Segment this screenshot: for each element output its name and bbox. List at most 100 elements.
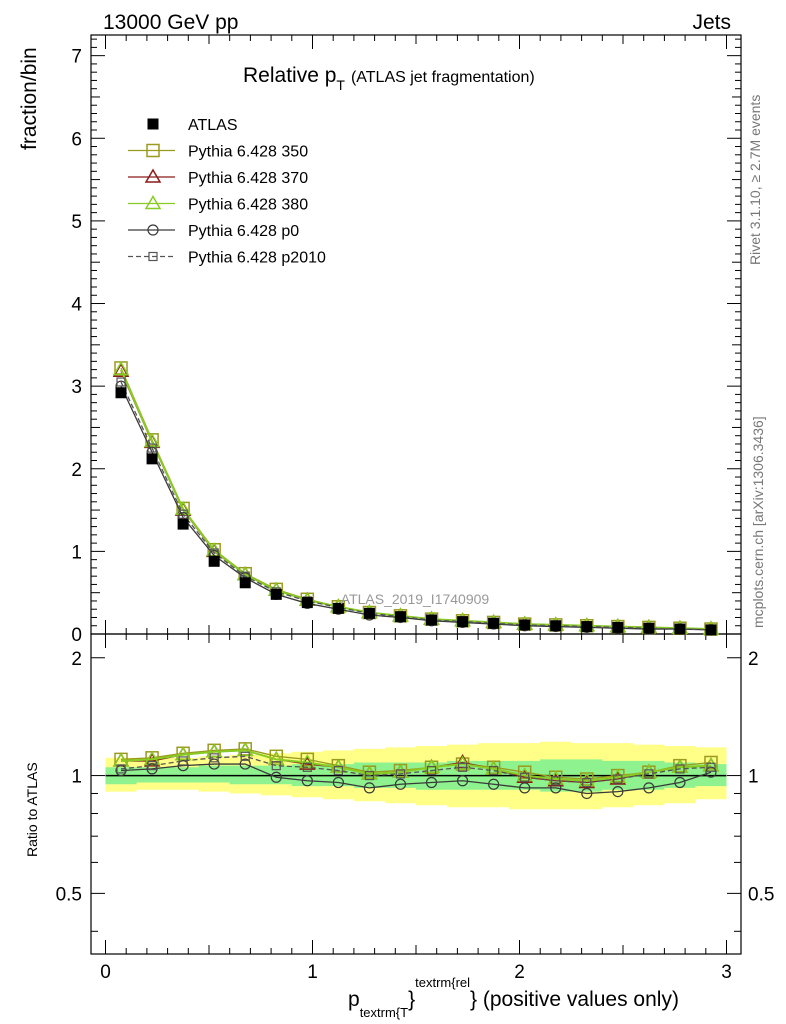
ratio-series-point xyxy=(394,778,407,790)
y-axis-label-ratio: Ratio to ATLAS xyxy=(24,762,40,857)
tick-labels: 0 1 2 3 0 1 2 3 4 5 6 7 0.5 0.5 1 1 2 2 xyxy=(56,47,775,983)
atlas-data-point xyxy=(239,577,251,589)
ratio-series-point xyxy=(146,763,158,775)
ratio-series-point xyxy=(364,770,375,781)
legend-entry: Pythia 6.428 p0 xyxy=(128,223,299,240)
ratio-series-point xyxy=(644,769,654,779)
ratio-series-point xyxy=(300,752,315,767)
ratio-series-point xyxy=(395,769,406,779)
ratio-y-tick-label: 1 xyxy=(71,767,82,788)
ratio-series-point xyxy=(489,765,499,776)
y-tick-label: 3 xyxy=(71,377,82,398)
analysis-watermark: ATLAS_2019_I1740909 xyxy=(341,591,490,607)
ratio-series-point xyxy=(705,766,717,778)
x-axis-label: ptextrm{T}textrm{rel} (positive values o… xyxy=(348,975,679,1020)
atlas-data-point xyxy=(301,597,313,609)
atlas-data-point xyxy=(674,623,686,635)
main-series-point xyxy=(147,443,157,453)
ratio-series-point xyxy=(675,764,685,774)
ratio-series-point xyxy=(205,743,223,758)
title-sub: T xyxy=(336,77,345,93)
x-tick-label: 1 xyxy=(307,962,318,983)
legend-label: ATLAS xyxy=(188,117,238,134)
atlas-data-point xyxy=(705,624,717,636)
ratio-series-point xyxy=(456,775,469,787)
main-series-point xyxy=(112,362,130,378)
legend-marker xyxy=(147,118,159,130)
legend-label: Pythia 6.428 350 xyxy=(188,144,308,161)
ratio-y-tick-label-right: 0.5 xyxy=(748,884,774,905)
ratio-series-point xyxy=(174,746,192,761)
ratio-series-point xyxy=(240,751,250,761)
ratio-series-point xyxy=(519,782,531,794)
atlas-data-point xyxy=(550,620,562,632)
title-paren: (ATLAS jet fragmentation) xyxy=(351,69,535,86)
legend-label: Pythia 6.428 p0 xyxy=(188,223,299,240)
ratio-y-tick-label: 0.5 xyxy=(56,884,82,905)
ratio-series-point xyxy=(178,756,188,766)
legend-label: Pythia 6.428 p2010 xyxy=(188,250,326,267)
atlas-data-points xyxy=(115,387,717,636)
atlas-data-point xyxy=(581,621,593,633)
ratio-series-point xyxy=(332,776,344,789)
ratio-series-point xyxy=(209,753,219,763)
atlas-data-point xyxy=(457,616,469,628)
ratio-series-point xyxy=(612,785,624,798)
header-jets: Jets xyxy=(692,11,731,34)
x-tick-label: 0 xyxy=(100,962,111,983)
ratio-series-point xyxy=(267,750,285,766)
ratio-series-4 xyxy=(116,751,716,788)
atlas-data-point xyxy=(426,614,438,626)
atlas-data-point xyxy=(488,617,500,629)
ratio-series-point xyxy=(551,776,561,786)
legend-entry: Pythia 6.428 p2010 xyxy=(128,250,326,267)
ratio-series-point xyxy=(333,765,343,776)
main-series-line xyxy=(120,367,712,630)
y-tick-label: 2 xyxy=(71,460,82,481)
y-tick-label: 7 xyxy=(71,47,82,68)
xlabel-sub: textrm{T xyxy=(360,1005,408,1020)
ratio-series-point xyxy=(581,787,593,800)
legend-label: Pythia 6.428 370 xyxy=(188,170,308,187)
ratio-series-point xyxy=(520,772,530,782)
ratio-series-point xyxy=(116,764,126,774)
x-tick-label: 3 xyxy=(721,962,732,983)
atlas-data-point xyxy=(115,387,127,399)
ratio-series-point xyxy=(706,762,716,772)
ratio-series-point xyxy=(363,782,376,794)
ratio-series-point xyxy=(239,758,251,770)
ratio-series-point xyxy=(115,764,127,777)
rivet-version-label: Rivet 3.1.10, ≥ 2.7M events xyxy=(747,95,763,265)
atlas-data-point xyxy=(208,555,220,567)
ratio-series-line xyxy=(120,755,712,784)
legend-marker xyxy=(146,143,160,158)
atlas-data-point xyxy=(394,611,406,623)
ratio-series xyxy=(112,741,720,800)
atlas-data-point xyxy=(177,518,189,530)
y-axis-label-main: fraction/bin xyxy=(18,47,41,150)
ratio-series-point xyxy=(643,782,655,794)
legend-entry: Pythia 6.428 370 xyxy=(128,168,308,187)
ratio-series-3 xyxy=(115,758,717,800)
ratio-series-point xyxy=(269,749,284,764)
ratio-y-tick-label: 2 xyxy=(71,649,82,670)
mcplots-label: mcplots.cern.ch [arXiv:1306.3436] xyxy=(750,416,766,628)
atlas-data-point xyxy=(612,621,624,633)
legend-marker xyxy=(147,224,159,236)
atlas-data-point xyxy=(643,622,655,634)
ratio-series-point xyxy=(457,762,468,772)
ratio-series-point xyxy=(517,765,532,779)
y-tick-label: 1 xyxy=(71,542,82,563)
ratio-series-point xyxy=(271,761,281,771)
ratio-y-tick-label-right: 1 xyxy=(748,767,759,788)
main-series-point xyxy=(112,361,130,376)
atlas-data-point xyxy=(146,453,158,465)
y-tick-label: 5 xyxy=(71,212,82,233)
ratio-series-point xyxy=(208,758,220,770)
legend-entry: Pythia 6.428 350 xyxy=(128,144,308,161)
y-tick-label: 4 xyxy=(71,295,82,316)
ratio-series-point xyxy=(550,782,562,794)
x-tick-label: 2 xyxy=(514,962,525,983)
legend-entry: Pythia 6.428 380 xyxy=(128,195,308,214)
ratio-series-point xyxy=(270,771,282,783)
